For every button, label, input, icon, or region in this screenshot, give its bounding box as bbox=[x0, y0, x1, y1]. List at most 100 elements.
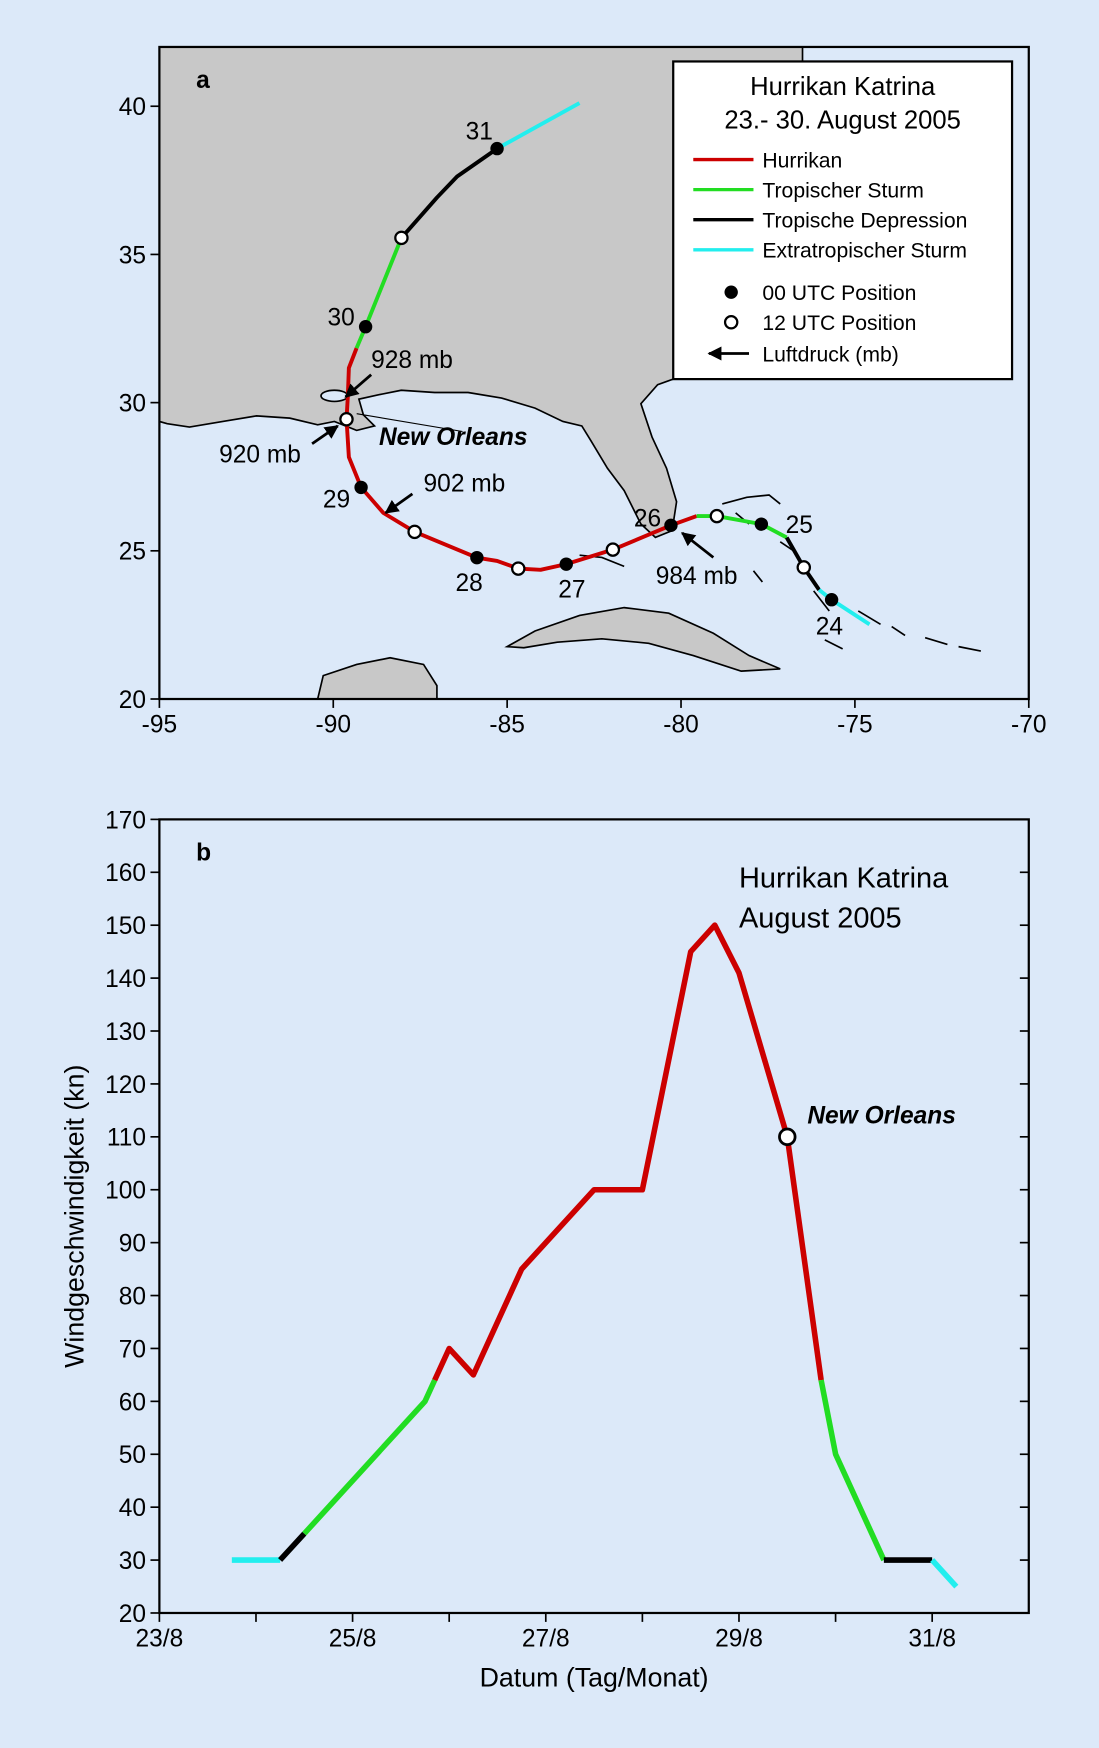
legend-label: Luftdruck (mb) bbox=[762, 343, 898, 366]
north-america bbox=[158, 46, 804, 539]
cuba bbox=[504, 606, 781, 672]
y-tick-label: 150 bbox=[105, 913, 146, 940]
position-12utc bbox=[511, 561, 526, 576]
position-12utc bbox=[709, 508, 725, 524]
y-tick-label: 25 bbox=[119, 539, 146, 566]
x-tick-label: 31/8 bbox=[908, 1625, 956, 1652]
position-12utc bbox=[407, 524, 422, 540]
y-tick-label: 110 bbox=[107, 1125, 146, 1152]
day-label: 25 bbox=[786, 512, 813, 539]
x-axis-label: Datum (Tag/Monat) bbox=[480, 1663, 709, 1693]
y-tick-label: 30 bbox=[119, 391, 146, 418]
day-label: 27 bbox=[558, 577, 585, 604]
legend-label: 00 UTC Position bbox=[762, 282, 916, 305]
y-tick-label: 170 bbox=[105, 807, 146, 834]
position-12utc bbox=[394, 230, 409, 246]
x-tick-label: -75 bbox=[837, 711, 872, 738]
day-label: 26 bbox=[634, 505, 661, 532]
pressure-arrow bbox=[681, 531, 715, 559]
day-label: 29 bbox=[323, 486, 350, 513]
legend-label: Tropischer Sturm bbox=[762, 179, 923, 202]
y-tick-label: 50 bbox=[119, 1442, 146, 1469]
day-label: 30 bbox=[327, 305, 354, 332]
chart-subtitle: August 2005 bbox=[739, 903, 902, 935]
chart-title: Hurrikan Katrina bbox=[739, 862, 949, 894]
legend-label: Hurrikan bbox=[762, 149, 842, 172]
track-segment bbox=[344, 347, 698, 572]
y-tick-label: 40 bbox=[119, 1495, 146, 1522]
y-tick-label: 120 bbox=[105, 1072, 146, 1099]
x-tick-label: -80 bbox=[663, 711, 698, 738]
pressure-arrow bbox=[384, 492, 414, 515]
position-00utc bbox=[490, 141, 504, 156]
position-12utc bbox=[796, 560, 812, 575]
lake-pontchartrain bbox=[320, 389, 349, 403]
city-label: New Orleans bbox=[379, 424, 528, 451]
yucatan bbox=[316, 656, 438, 700]
legend: Hurrikan Katrina 23.- 30. August 2005 Hurr… bbox=[672, 60, 1014, 381]
x-tick-label: 29/8 bbox=[715, 1625, 763, 1652]
highlight-label: New Orleans bbox=[807, 1102, 956, 1129]
x-tick-label: 25/8 bbox=[329, 1625, 377, 1652]
legend-marker-00utc bbox=[724, 285, 738, 299]
position-00utc bbox=[824, 593, 839, 607]
legend-label: Extratropischer Sturm bbox=[762, 240, 967, 263]
x-tick-label: -95 bbox=[142, 711, 177, 738]
position-12utc bbox=[339, 411, 354, 427]
pressure-label: 902 mb bbox=[424, 471, 506, 498]
pressure-arrow bbox=[311, 424, 339, 445]
legend-title: Hurrikan Katrina bbox=[750, 73, 936, 101]
wind-line bbox=[432, 922, 824, 1382]
y-tick-label: 80 bbox=[119, 1283, 146, 1310]
y-tick-label: 40 bbox=[119, 94, 146, 121]
x-tick-label: 23/8 bbox=[136, 1625, 184, 1652]
plot-frame bbox=[158, 818, 1030, 1615]
land bbox=[158, 46, 982, 700]
legend-label: Tropische Depression bbox=[762, 210, 967, 233]
panel-label: b bbox=[196, 840, 211, 867]
y-tick-label: 90 bbox=[119, 1231, 146, 1258]
x-tick-label: -85 bbox=[489, 711, 524, 738]
y-tick-label: 20 bbox=[119, 687, 146, 714]
position-00utc bbox=[470, 550, 484, 565]
wind-line bbox=[278, 1531, 307, 1562]
y-axis-label: Windgeschwindigkeit (kn) bbox=[60, 1065, 90, 1368]
y-tick-label: 130 bbox=[105, 1019, 146, 1046]
legend-label: 12 UTC Position bbox=[762, 312, 916, 335]
position-00utc bbox=[559, 557, 573, 571]
y-tick-label: 35 bbox=[119, 242, 146, 269]
panel-label: a bbox=[196, 67, 210, 94]
position-12utc bbox=[605, 542, 621, 557]
pressure-label: 920 mb bbox=[219, 442, 301, 469]
y-tick-label: 20 bbox=[119, 1601, 146, 1628]
day-label: 31 bbox=[466, 119, 493, 146]
y-tick-label: 30 bbox=[119, 1548, 146, 1575]
legend-marker-12utc bbox=[723, 315, 739, 330]
pressure-arrow bbox=[344, 373, 373, 399]
wind-line bbox=[302, 1378, 438, 1536]
y-tick-label: 100 bbox=[105, 1178, 146, 1205]
y-tick-label: 60 bbox=[119, 1389, 146, 1416]
pressure-label: 928 mb bbox=[371, 347, 453, 374]
day-label: 28 bbox=[455, 570, 482, 597]
y-tick-label: 70 bbox=[119, 1336, 146, 1363]
bahamas bbox=[579, 494, 982, 652]
x-tick-label: -90 bbox=[316, 711, 351, 738]
y-tick-label: 140 bbox=[105, 966, 146, 993]
position-00utc bbox=[754, 517, 769, 531]
city-pointer bbox=[356, 413, 463, 433]
x-tick-label: 27/8 bbox=[522, 1625, 570, 1652]
highlight-point bbox=[778, 1127, 797, 1147]
legend-subtitle: 23.- 30. August 2005 bbox=[724, 106, 961, 134]
x-tick-label: -70 bbox=[1011, 711, 1046, 738]
y-tick-label: 160 bbox=[105, 860, 146, 887]
plot-frame bbox=[158, 45, 1030, 701]
position-00utc bbox=[358, 320, 373, 334]
day-label: 24 bbox=[816, 613, 843, 640]
wind-line bbox=[818, 1379, 887, 1562]
position-00utc bbox=[354, 480, 368, 495]
wind-line bbox=[930, 1558, 959, 1589]
position-00utc bbox=[664, 518, 678, 533]
